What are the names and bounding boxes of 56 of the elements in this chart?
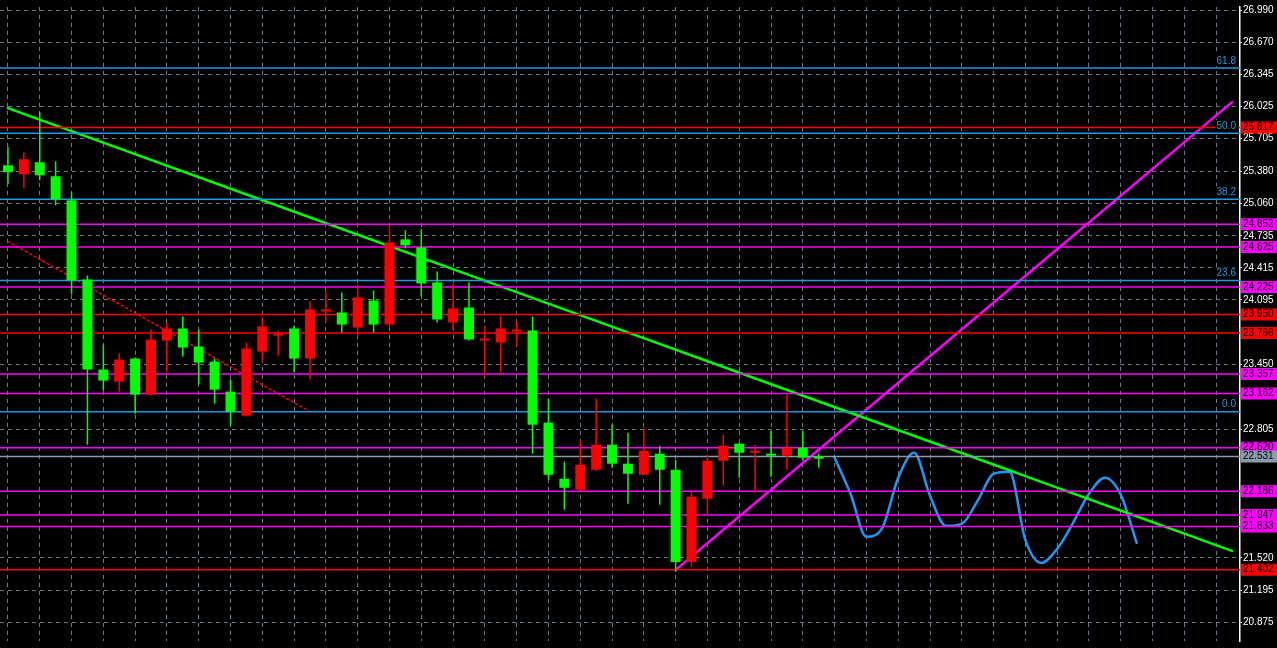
ref-line-label: 24.625 xyxy=(1243,240,1275,252)
candlestick xyxy=(193,328,204,386)
candlestick xyxy=(2,146,13,186)
candlestick xyxy=(34,111,45,182)
candlestick xyxy=(177,315,188,358)
ref-line-label: 24.225 xyxy=(1243,280,1275,292)
y-tick-label: 22.805 xyxy=(1243,422,1275,434)
annotation: 50.0 xyxy=(1216,119,1237,131)
candlestick xyxy=(734,441,745,479)
ref-line-label: 21.947 xyxy=(1243,508,1275,520)
y-tick-label: 26.025 xyxy=(1243,100,1275,112)
ref-line-label: 23.950 xyxy=(1243,308,1275,320)
candlestick xyxy=(98,343,109,392)
ref-line-label: 21.402 xyxy=(1243,563,1275,575)
ref-line-label: 22.620 xyxy=(1243,441,1275,453)
ref-line-label: 22.531 xyxy=(1243,450,1275,462)
ref-line-label: 23.766 xyxy=(1243,326,1275,338)
y-tick-label: 21.520 xyxy=(1243,551,1275,563)
y-tick-label: 20.875 xyxy=(1243,616,1275,628)
ref-line-label: 25.817 xyxy=(1243,121,1275,133)
y-tick-label: 21.195 xyxy=(1243,584,1275,596)
y-tick-label: 26.670 xyxy=(1243,35,1275,47)
annotation: 23.6 xyxy=(1216,267,1237,279)
annotation: 38.2 xyxy=(1216,186,1237,198)
y-tick-label: 25.380 xyxy=(1243,165,1275,177)
line-series xyxy=(833,451,1138,565)
candlestick xyxy=(766,429,777,478)
y-tick-label: 24.415 xyxy=(1243,261,1275,273)
candlestick xyxy=(797,429,808,462)
y-tick-label: 25.060 xyxy=(1243,197,1275,209)
candlestick xyxy=(336,291,347,334)
ref-line-label: 24.852 xyxy=(1243,217,1275,229)
candlestick xyxy=(750,443,761,494)
y-tick-label: 25.705 xyxy=(1243,132,1275,144)
candlestick xyxy=(654,444,665,506)
candlestick xyxy=(18,151,29,190)
y-tick-label: 24.095 xyxy=(1243,293,1275,305)
candlestick xyxy=(607,423,618,469)
y-tick-label: 23.450 xyxy=(1243,358,1275,370)
ref-line-label: 23.357 xyxy=(1243,367,1275,379)
candlestick xyxy=(718,433,729,487)
ref-line-label: 23.162 xyxy=(1243,387,1275,399)
y-tick-label: 24.735 xyxy=(1243,229,1275,241)
y-tick-label: 26.990 xyxy=(1243,3,1275,15)
candlestick xyxy=(50,160,61,207)
ref-line-label: 22.186 xyxy=(1243,484,1275,496)
candlestick xyxy=(781,393,792,471)
candlestick xyxy=(400,229,411,250)
candlestick xyxy=(559,460,570,511)
annotation: 61.8 xyxy=(1216,54,1237,66)
candlestick xyxy=(114,352,125,393)
candlestick xyxy=(225,378,236,427)
ref-line-label: 21.833 xyxy=(1243,520,1275,532)
annotation: 0.0 xyxy=(1222,398,1237,410)
y-tick-label: 26.345 xyxy=(1243,68,1275,80)
candlestick xyxy=(622,431,633,505)
